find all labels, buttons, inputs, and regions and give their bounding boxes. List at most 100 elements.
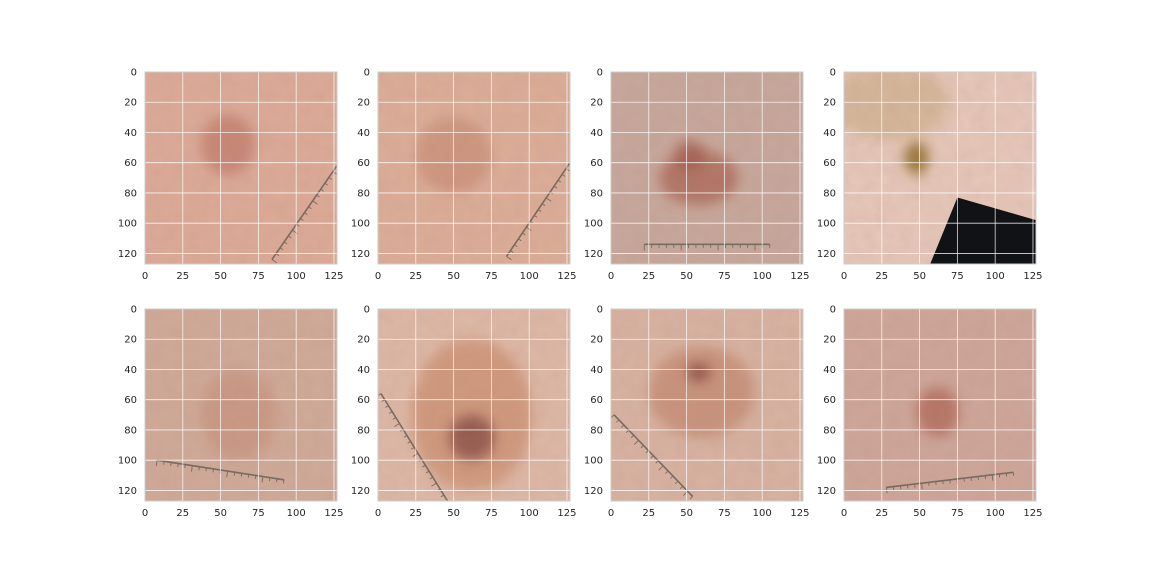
ruler-tick — [388, 411, 393, 414]
ruler-tick — [665, 470, 669, 474]
y-tick-label: 120 — [584, 486, 603, 497]
skin-texture — [611, 72, 803, 264]
dermoscopy-image-8 — [844, 309, 1036, 501]
skin-texture — [378, 72, 570, 264]
dermoscopy-image-6 — [378, 309, 570, 501]
x-tick-label: 75 — [951, 508, 964, 519]
x-tick-label: 50 — [680, 508, 693, 519]
ruler-tick — [287, 235, 292, 239]
ruler-tick — [506, 256, 512, 261]
x-tick-label: 25 — [409, 508, 422, 519]
y-tick-label: 100 — [118, 456, 137, 467]
ruler-tick — [312, 200, 318, 205]
image-panel-6: 0 25 50 75 100 125 0 20 40 60 80 100 120 — [351, 305, 577, 520]
axes-frame — [377, 71, 571, 265]
ruler-tick — [633, 440, 639, 445]
y-tick-label: 40 — [590, 365, 603, 376]
ruler-tick — [198, 466, 200, 471]
ruler-tick — [170, 462, 172, 466]
ruler-tick — [226, 471, 229, 478]
dermoscopy-image-5 — [145, 309, 337, 501]
ruler-tick — [184, 464, 186, 469]
ruler-tick — [254, 475, 257, 479]
x-tick-label: 0 — [375, 271, 381, 282]
ruler-tick — [625, 429, 630, 433]
y-tick-label: 20 — [823, 98, 836, 109]
x-tick-label: 125 — [1023, 508, 1042, 519]
y-tick-label: 0 — [830, 305, 836, 316]
x-tick-label: 100 — [520, 508, 539, 519]
skin-texture — [611, 309, 803, 501]
image-panel-1: 0 25 50 75 100 125 0 20 40 60 80 100 120 — [118, 68, 344, 283]
y-tick-label: 120 — [584, 249, 603, 260]
x-tick-label: 0 — [608, 508, 614, 519]
x-tick-label: 125 — [1023, 271, 1042, 282]
y-tick-label: 0 — [597, 68, 603, 79]
axes-frame — [843, 308, 1037, 502]
y-tick-label: 60 — [823, 395, 836, 406]
ruler-tick — [670, 475, 674, 479]
ruler-tick — [407, 440, 411, 444]
ruler-tick — [276, 478, 278, 483]
ruler-tick — [163, 461, 165, 465]
y-tick-label: 40 — [124, 365, 137, 376]
ruler-tick — [553, 185, 558, 189]
ruler-tick — [247, 474, 250, 478]
ruler-tick — [324, 182, 328, 186]
ruler-tick — [640, 445, 644, 449]
x-tick-label: 50 — [214, 508, 227, 519]
ruler-tick — [655, 460, 659, 464]
ruler-tick — [683, 491, 689, 496]
y-tick-label: 80 — [590, 188, 603, 199]
x-tick-label: 0 — [375, 508, 381, 519]
ruler-tick — [537, 209, 542, 212]
y-tick-label: 60 — [823, 158, 836, 169]
ruler-tick — [233, 472, 236, 476]
x-tick-label: 25 — [642, 508, 655, 519]
ruler-tick — [296, 223, 300, 227]
ruler-tick — [510, 250, 514, 253]
ruler-tick — [650, 455, 654, 459]
x-tick-label: 0 — [142, 271, 148, 282]
y-tick-label: 20 — [590, 335, 603, 346]
x-tick-label: 75 — [951, 271, 964, 282]
ruler-tick — [385, 405, 389, 408]
ruler-tick — [422, 464, 426, 468]
x-tick-label: 0 — [841, 271, 847, 282]
y-tick-label: 120 — [817, 249, 836, 260]
y-tick-label: 20 — [357, 335, 370, 346]
ruler-tick — [425, 470, 430, 474]
y-tick-label: 120 — [118, 249, 137, 260]
y-tick-label: 80 — [823, 425, 836, 436]
x-tick-label: 100 — [986, 508, 1005, 519]
dermoscopy-image-7 — [611, 309, 803, 501]
x-tick-label: 25 — [642, 271, 655, 282]
ruler-tick — [429, 476, 433, 480]
x-tick-label: 100 — [753, 508, 772, 519]
y-tick-label: 60 — [357, 158, 370, 169]
ruler-tick — [205, 467, 207, 472]
y-tick-label: 80 — [124, 425, 137, 436]
x-tick-label: 75 — [252, 271, 265, 282]
y-tick-label: 40 — [357, 365, 370, 376]
ruler-tick — [328, 177, 333, 180]
y-tick-label: 100 — [584, 456, 603, 467]
ruler-tick — [522, 232, 526, 236]
ruler-tick — [392, 417, 397, 420]
y-tick-label: 40 — [823, 365, 836, 376]
x-tick-label: 100 — [287, 508, 306, 519]
image-panel-7: 0 25 50 75 100 125 0 20 40 60 80 100 120 — [584, 305, 810, 520]
x-tick-label: 75 — [485, 271, 498, 282]
ruler-tick — [411, 446, 415, 450]
ruler-tick — [279, 247, 284, 251]
x-tick-label: 75 — [718, 271, 731, 282]
x-tick-label: 50 — [447, 271, 460, 282]
ruler-tick — [240, 473, 243, 477]
y-tick-label: 20 — [124, 98, 137, 109]
dermoscopy-image-4 — [844, 72, 1036, 264]
axes-frame — [377, 308, 571, 502]
ruler-tick — [921, 483, 923, 490]
x-tick-label: 0 — [841, 508, 847, 519]
y-tick-label: 60 — [124, 395, 137, 406]
ruler-tick — [440, 494, 445, 498]
